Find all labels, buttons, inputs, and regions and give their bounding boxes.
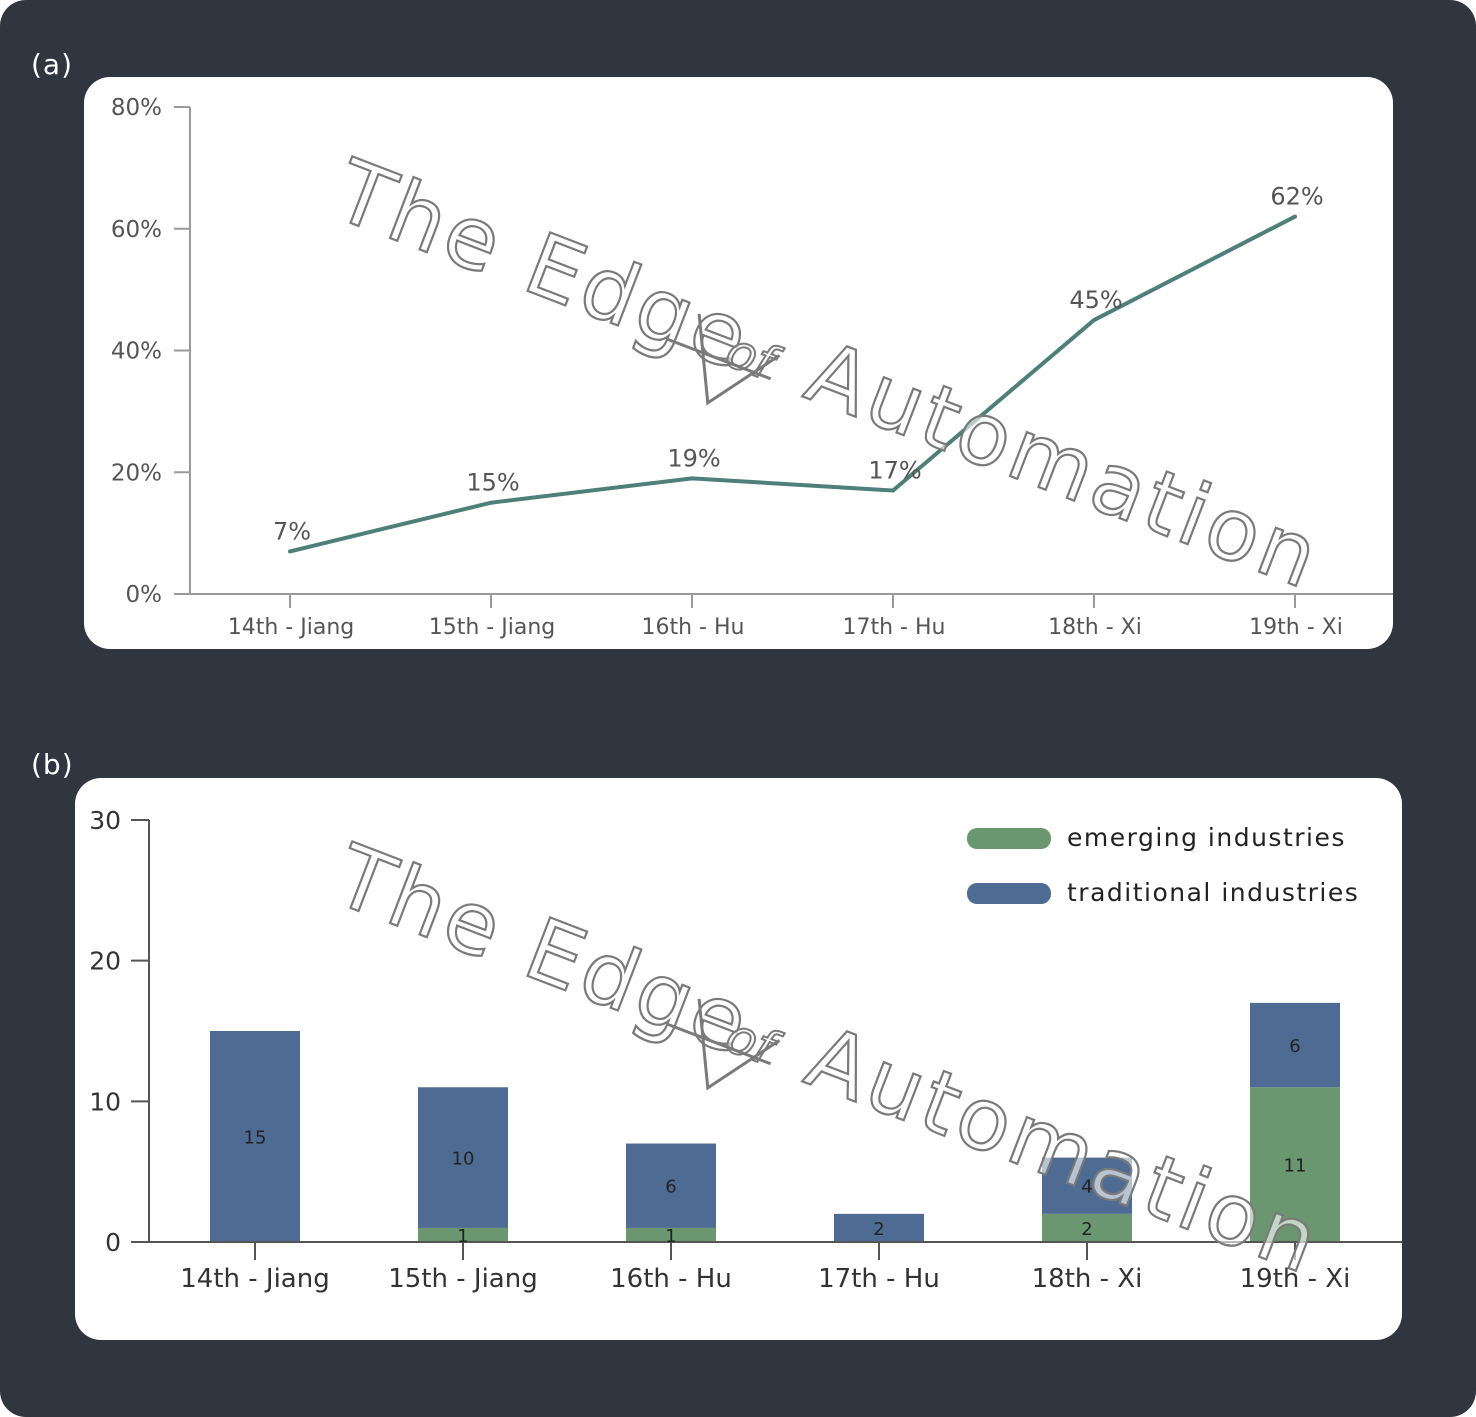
bar-segment bbox=[1042, 1213, 1132, 1242]
x-tick-label: 16th - Hu bbox=[610, 1264, 732, 1294]
line-chart-x-ticks: 14th - Jiang 15th - Jiang 16th - Hu 17th - … bbox=[228, 594, 1343, 640]
data-label: 1 bbox=[457, 1226, 468, 1247]
x-tick-label: 14th - Jiang bbox=[180, 1264, 329, 1294]
data-label: 62% bbox=[1270, 183, 1323, 211]
bar-segment bbox=[626, 1143, 716, 1228]
data-label: 7% bbox=[273, 517, 311, 545]
data-label: 1 bbox=[665, 1226, 676, 1247]
x-tick-label: 15th - Jiang bbox=[429, 615, 555, 640]
line-chart-axes bbox=[189, 107, 1393, 595]
x-tick-label: 19th - Xi bbox=[1240, 1264, 1351, 1294]
data-label: 19% bbox=[667, 444, 720, 472]
line-chart-data-labels: 7% 15% 19% 17% 45% 62% bbox=[273, 183, 1324, 546]
series-line bbox=[289, 214, 1296, 554]
bar-chart-legend: emerging industries traditional industrie… bbox=[967, 823, 1359, 907]
bar-segment bbox=[626, 1227, 716, 1242]
bar-segment bbox=[1250, 1002, 1340, 1088]
bar-chart-x-ticks: 14th - Jiang 15th - Jiang 16th - Hu 17th - … bbox=[180, 1242, 1350, 1294]
line-chart-series bbox=[288, 214, 1297, 554]
data-label: 4 bbox=[1081, 1177, 1092, 1198]
legend-label: emerging industries bbox=[1067, 823, 1346, 852]
y-tick-label: 10 bbox=[89, 1087, 121, 1116]
data-label: 2 bbox=[1081, 1219, 1092, 1240]
y-tick-label: 0 bbox=[105, 1228, 121, 1257]
line-chart-card: 0% 20% 40% 60% 80% 14th - Jiang 15th - Jiang 1… bbox=[84, 77, 1393, 649]
y-tick-label: 20% bbox=[111, 460, 162, 486]
data-point bbox=[1293, 214, 1297, 219]
y-tick-label: 80% bbox=[111, 95, 162, 121]
bar-segment bbox=[1250, 1087, 1340, 1242]
x-tick-label: 14th - Jiang bbox=[228, 615, 354, 640]
bar-chart-card: 0 10 20 30 14th - Jiang 15th - Jiang 16th - H… bbox=[75, 778, 1402, 1340]
y-tick-label: 20 bbox=[89, 947, 121, 976]
data-label: 11 bbox=[1284, 1156, 1307, 1177]
bar-segment bbox=[834, 1213, 924, 1242]
data-point bbox=[489, 500, 493, 505]
y-tick-label: 30 bbox=[89, 806, 121, 835]
y-tick-label: 40% bbox=[111, 339, 162, 365]
data-point bbox=[690, 476, 694, 481]
legend-swatch bbox=[967, 883, 1051, 904]
bar-segment bbox=[1042, 1157, 1132, 1214]
data-label: 10 bbox=[452, 1149, 475, 1170]
line-chart: 0%20%40%60%80% 14th - Jiang 15th - Jiang 1… bbox=[111, 95, 1393, 640]
x-tick-label: 16th - Hu bbox=[642, 615, 745, 640]
x-tick-label: 18th - Xi bbox=[1048, 615, 1142, 640]
x-tick-label: 18th - Xi bbox=[1032, 1264, 1143, 1294]
bar-segment bbox=[210, 1031, 300, 1242]
data-label: 17% bbox=[868, 457, 921, 485]
data-point bbox=[891, 488, 895, 493]
data-label: 6 bbox=[1289, 1036, 1300, 1057]
x-tick-label: 17th - Hu bbox=[818, 1264, 940, 1294]
x-tick-label: 19th - Xi bbox=[1249, 615, 1343, 640]
x-tick-label: 17th - Hu bbox=[843, 615, 946, 640]
line-chart-y-ticks: 0% 20% 40% 60% 80% bbox=[111, 95, 190, 608]
y-tick-label: 60% bbox=[111, 217, 162, 243]
data-label: 6 bbox=[665, 1177, 676, 1198]
data-label: 15% bbox=[466, 469, 519, 497]
bar-chart-bars bbox=[210, 1002, 1340, 1242]
bar-chart-data-labels: 15 1 10 1 6 2 2 4 11 6 bbox=[244, 1036, 1307, 1247]
data-point bbox=[1092, 318, 1096, 323]
data-label: 15 bbox=[244, 1128, 267, 1149]
bar-chart-axes bbox=[148, 820, 1402, 1243]
panel-a-label: (a) bbox=[31, 48, 74, 81]
y-tick-label: 0% bbox=[126, 582, 163, 608]
data-point bbox=[288, 549, 292, 554]
bar-segment bbox=[418, 1227, 508, 1242]
data-label: 45% bbox=[1069, 286, 1122, 314]
bar-chart: 0 10 20 30 14th - Jiang 15th - Jiang 16th - H… bbox=[89, 806, 1402, 1294]
data-label: 2 bbox=[873, 1219, 884, 1240]
legend-label: traditional industries bbox=[1067, 878, 1359, 907]
panel-b-label: (b) bbox=[31, 748, 74, 781]
legend-swatch bbox=[967, 828, 1051, 849]
x-tick-label: 15th - Jiang bbox=[388, 1264, 537, 1294]
bar-segment bbox=[418, 1087, 508, 1228]
bar-chart-y-ticks: 0 10 20 30 bbox=[89, 806, 149, 1257]
